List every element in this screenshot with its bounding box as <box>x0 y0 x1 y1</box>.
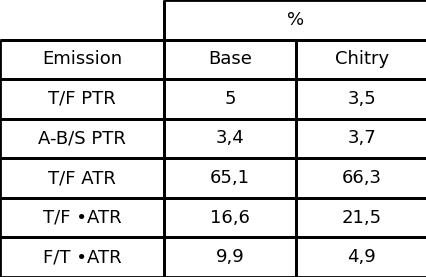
Text: Base: Base <box>208 50 251 68</box>
Text: Chitry: Chitry <box>334 50 388 68</box>
Text: Emission: Emission <box>42 50 122 68</box>
Text: 3,4: 3,4 <box>215 130 244 147</box>
Text: T/F ATR: T/F ATR <box>48 169 116 187</box>
Text: T/F PTR: T/F PTR <box>48 90 116 108</box>
Text: A-B/S PTR: A-B/S PTR <box>38 130 126 147</box>
Text: T/F •ATR: T/F •ATR <box>43 209 121 227</box>
Text: 21,5: 21,5 <box>341 209 381 227</box>
Text: 3,5: 3,5 <box>346 90 375 108</box>
Text: 16,6: 16,6 <box>210 209 250 227</box>
Text: 65,1: 65,1 <box>210 169 250 187</box>
Text: 9,9: 9,9 <box>215 248 244 266</box>
Text: 66,3: 66,3 <box>341 169 381 187</box>
Text: 5: 5 <box>224 90 235 108</box>
Text: F/T •ATR: F/T •ATR <box>43 248 121 266</box>
Text: 3,7: 3,7 <box>346 130 375 147</box>
Text: 4,9: 4,9 <box>346 248 375 266</box>
Text: %: % <box>286 11 304 29</box>
